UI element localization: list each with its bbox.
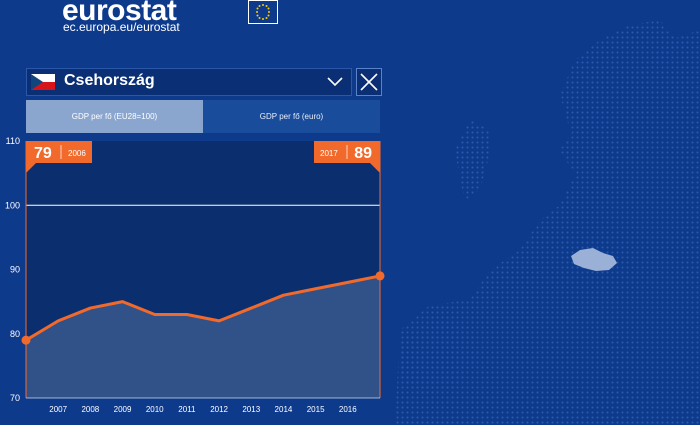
y-tick-label: 100 xyxy=(5,200,20,210)
y-tick-label: 70 xyxy=(10,393,20,403)
end-badge-pointer xyxy=(370,163,380,173)
x-tick-label: 2008 xyxy=(81,405,99,414)
scandinavia-landmass xyxy=(560,20,680,135)
start-point xyxy=(21,335,31,345)
start-badge xyxy=(26,141,92,163)
close-button[interactable] xyxy=(356,68,382,96)
x-tick-label: 2016 xyxy=(339,405,357,414)
europe-landmass xyxy=(395,30,700,425)
indicator-tabs: GDP per fő (EU28=100) GDP per fő (euro) xyxy=(26,100,380,133)
brand-url: ec.europa.eu/eurostat xyxy=(63,20,180,34)
x-tick-label: 2010 xyxy=(146,405,164,414)
start-badge-value: 79 xyxy=(34,145,52,162)
end-point xyxy=(375,271,385,281)
start-badge-year: 2006 xyxy=(68,149,86,158)
eu-flag-icon xyxy=(248,0,278,24)
series-line xyxy=(25,274,381,342)
tab-gdp-index[interactable]: GDP per fő (EU28=100) xyxy=(26,100,203,133)
x-tick-label: 2014 xyxy=(275,405,293,414)
uk-landmass xyxy=(455,120,490,200)
x-tick-label: 2011 xyxy=(178,405,196,414)
end-badge-year: 2017 xyxy=(320,149,338,158)
chevron-down-icon[interactable] xyxy=(325,72,345,92)
iberia-landmass xyxy=(400,320,480,395)
gdp-chart: 70 80 90 100 110 2007 2008 2009 2010 2011 2012 2013… xyxy=(5,136,385,414)
y-tick-label: 110 xyxy=(6,136,20,146)
x-tick-label: 2012 xyxy=(210,405,228,414)
country-name: Csehország xyxy=(64,72,155,89)
country-select[interactable]: Csehország xyxy=(26,68,352,96)
start-badge-pointer xyxy=(26,163,36,173)
tab-gdp-euro[interactable]: GDP per fő (euro) xyxy=(203,100,380,133)
x-tick-label: 2009 xyxy=(114,405,132,414)
x-tick-label: 2007 xyxy=(49,405,67,414)
end-badge-value: 89 xyxy=(354,145,372,162)
y-tick-label: 80 xyxy=(10,329,20,339)
czech-flag-icon xyxy=(31,74,55,90)
y-tick-label: 90 xyxy=(10,265,20,275)
brand-name: eurostat xyxy=(62,0,177,27)
close-icon xyxy=(360,73,378,91)
x-tick-label: 2015 xyxy=(307,405,325,414)
series-area xyxy=(26,275,380,398)
czechia-highlight xyxy=(571,248,617,271)
x-tick-label: 2013 xyxy=(242,405,260,414)
